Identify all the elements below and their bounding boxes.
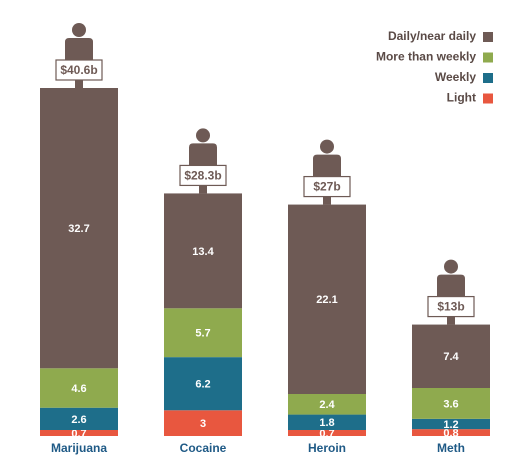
category-label: Heroin: [308, 441, 346, 455]
total-box: [427, 295, 475, 318]
bar-segment: [40, 88, 118, 369]
bar-segment: [288, 414, 366, 430]
icon-body: [189, 143, 217, 166]
segment-label: 7.4: [443, 351, 459, 363]
segment-label: 4.6: [71, 383, 86, 395]
legend-swatch: [483, 93, 493, 104]
total-label: $27b: [313, 180, 340, 194]
legend-label: Light: [447, 91, 476, 105]
bar-segment: [288, 430, 366, 436]
bar-segment: [164, 357, 242, 411]
segment-label: 0.7: [319, 428, 334, 440]
segment-label: 0.7: [71, 428, 86, 440]
legend-swatch: [483, 52, 493, 63]
legend-label: Daily/near daily: [388, 29, 476, 43]
legend-swatch: [483, 73, 493, 83]
bar-segment: [412, 388, 490, 419]
total-icon: [179, 128, 227, 194]
segment-label: 22.1: [316, 294, 337, 306]
segment-label: 6.2: [195, 379, 210, 391]
icon-stem: [323, 196, 331, 205]
bar-segment: [412, 324, 490, 388]
total-label: $13b: [437, 300, 464, 314]
icon-stem: [447, 316, 455, 325]
bar-segment: [164, 410, 242, 436]
segment-label: 1.8: [319, 417, 334, 429]
segment-label: 3.6: [443, 398, 458, 410]
segment-label: 2.4: [319, 399, 335, 411]
total-box: [303, 175, 351, 198]
segment-label: 0.8: [443, 427, 458, 439]
total-box: [55, 59, 103, 81]
bar-segment: [412, 418, 490, 430]
bar-segment: [164, 193, 242, 309]
total-icon: [55, 23, 103, 88]
bar-segment: [288, 394, 366, 415]
segment-label: 13.4: [192, 246, 214, 258]
icon-head: [444, 259, 458, 274]
segment-label: 5.7: [195, 328, 210, 340]
icon-body: [65, 38, 93, 60]
category-label: Marijuana: [51, 441, 107, 455]
bar-segment: [164, 308, 242, 358]
bar-segment: [40, 407, 118, 430]
total-icon: [303, 139, 351, 205]
total-icon: [427, 259, 475, 325]
icon-stem: [75, 80, 83, 88]
bar-segment: [412, 429, 490, 436]
total-box: [179, 164, 227, 187]
icon-body: [313, 154, 341, 177]
segment-label: 32.7: [68, 223, 89, 235]
total-label: $28.3b: [184, 169, 221, 183]
legend-label: More than weekly: [376, 50, 476, 64]
category-label: Cocaine: [180, 441, 227, 455]
segment-label: 1.2: [443, 419, 458, 431]
segment-label: 3: [200, 418, 206, 430]
icon-head: [320, 139, 334, 154]
icon-head: [72, 23, 86, 37]
legend-swatch: [483, 32, 493, 42]
bar-segment: [288, 204, 366, 394]
category-label: Meth: [437, 441, 465, 455]
legend-label: Weekly: [435, 70, 476, 84]
icon-head: [196, 128, 210, 143]
icon-body: [437, 274, 465, 297]
icon-stem: [199, 185, 207, 194]
bar-segment: [40, 430, 118, 436]
total-label: $40.6b: [60, 63, 97, 77]
bar-segment: [40, 368, 118, 408]
segment-label: 2.6: [71, 414, 86, 426]
